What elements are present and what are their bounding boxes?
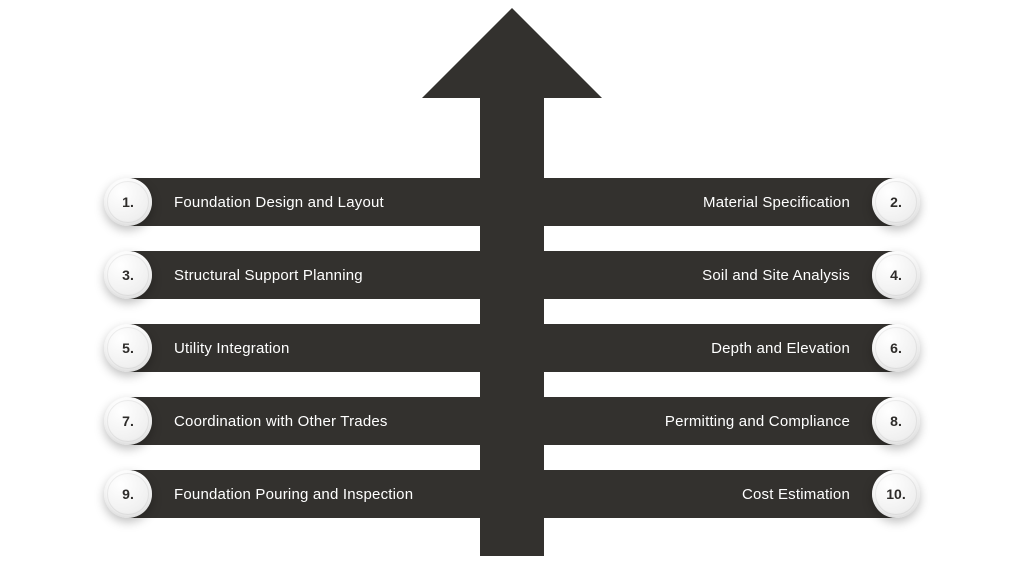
bar-label: Utility Integration — [174, 340, 290, 357]
number-badge: 6. — [872, 324, 920, 372]
number-badge: 4. — [872, 251, 920, 299]
number-text: 4. — [890, 267, 902, 283]
number-text: 10. — [886, 486, 905, 502]
bar-label: Structural Support Planning — [174, 267, 363, 284]
arrow-head-icon — [422, 8, 602, 98]
number-text: 5. — [122, 340, 134, 356]
bar-right: Depth and Elevation — [512, 324, 896, 372]
number-text: 3. — [122, 267, 134, 283]
bar-label: Foundation Design and Layout — [174, 194, 384, 211]
number-badge: 10. — [872, 470, 920, 518]
row: Coordination with Other Trades 7. Permit… — [0, 397, 1024, 445]
bar-right: Soil and Site Analysis — [512, 251, 896, 299]
number-badge: 7. — [104, 397, 152, 445]
bar-label: Permitting and Compliance — [665, 413, 850, 430]
row: Foundation Pouring and Inspection 9. Cos… — [0, 470, 1024, 518]
number-text: 8. — [890, 413, 902, 429]
bar-label: Foundation Pouring and Inspection — [174, 486, 413, 503]
number-text: 7. — [122, 413, 134, 429]
bar-right: Permitting and Compliance — [512, 397, 896, 445]
number-text: 9. — [122, 486, 134, 502]
number-text: 2. — [890, 194, 902, 210]
number-text: 6. — [890, 340, 902, 356]
bar-right: Cost Estimation — [512, 470, 896, 518]
row: Structural Support Planning 3. Soil and … — [0, 251, 1024, 299]
number-badge: 5. — [104, 324, 152, 372]
bar-label: Material Specification — [703, 194, 850, 211]
number-badge: 9. — [104, 470, 152, 518]
bar-label: Soil and Site Analysis — [702, 267, 850, 284]
bar-label: Depth and Elevation — [711, 340, 850, 357]
bar-left: Coordination with Other Trades — [128, 397, 512, 445]
number-badge: 8. — [872, 397, 920, 445]
bar-right: Material Specification — [512, 178, 896, 226]
bar-label: Cost Estimation — [742, 486, 850, 503]
number-badge: 1. — [104, 178, 152, 226]
bar-left: Utility Integration — [128, 324, 512, 372]
row: Utility Integration 5. Depth and Elevati… — [0, 324, 1024, 372]
number-badge: 3. — [104, 251, 152, 299]
rows-container: Foundation Design and Layout 1. Material… — [0, 178, 1024, 518]
number-badge: 2. — [872, 178, 920, 226]
number-text: 1. — [122, 194, 134, 210]
bar-label: Coordination with Other Trades — [174, 413, 388, 430]
bar-left: Foundation Pouring and Inspection — [128, 470, 512, 518]
bar-left: Structural Support Planning — [128, 251, 512, 299]
bar-left: Foundation Design and Layout — [128, 178, 512, 226]
row: Foundation Design and Layout 1. Material… — [0, 178, 1024, 226]
